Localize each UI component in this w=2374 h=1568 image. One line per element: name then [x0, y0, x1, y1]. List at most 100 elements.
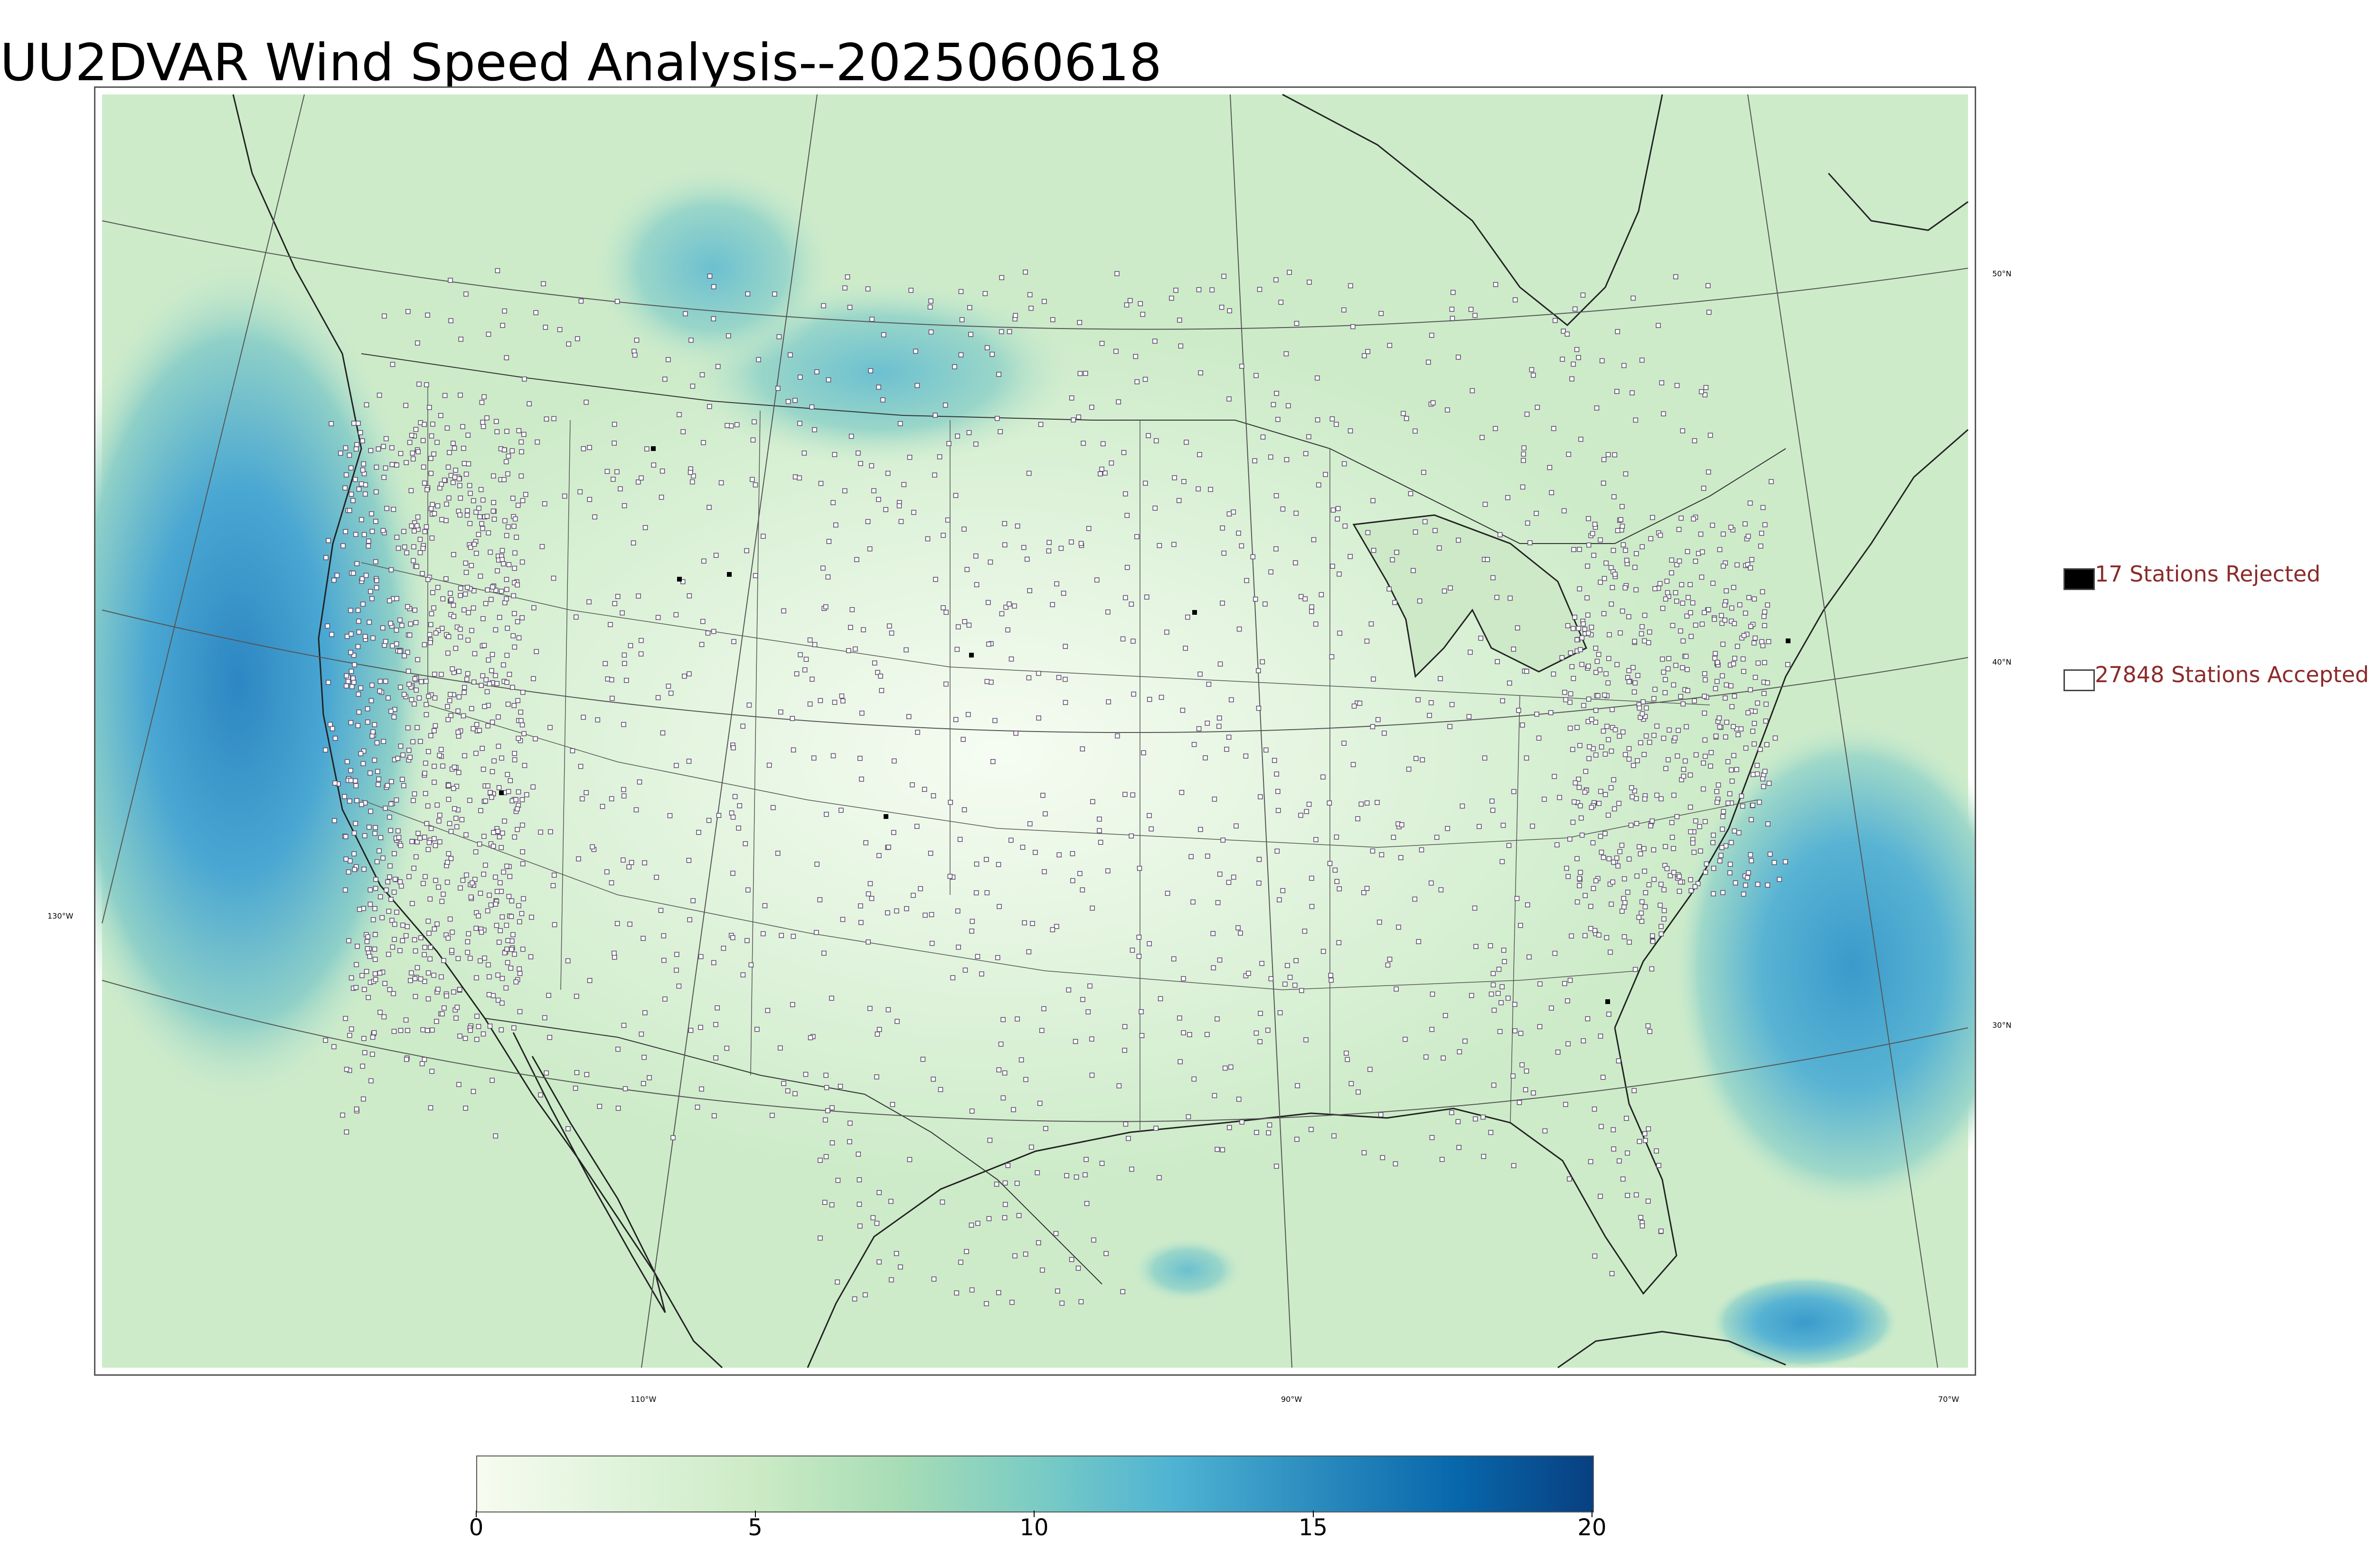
station-marker — [410, 456, 416, 462]
station-marker — [1130, 948, 1135, 953]
station-marker — [865, 519, 871, 525]
station-marker — [451, 614, 456, 619]
station-marker — [867, 1005, 873, 1011]
station-marker — [486, 992, 492, 997]
station-marker — [1036, 671, 1041, 676]
station-marker — [1738, 726, 1744, 732]
station-marker — [969, 929, 974, 934]
station-marker — [1529, 367, 1535, 373]
station-marker — [415, 523, 420, 528]
station-marker — [1462, 1038, 1468, 1044]
station-marker — [927, 304, 933, 310]
station-marker — [1639, 711, 1645, 716]
station-marker — [1663, 844, 1668, 849]
station-marker — [715, 364, 721, 369]
station-marker — [396, 545, 401, 551]
station-marker — [641, 1054, 647, 1060]
station-marker — [1482, 502, 1488, 507]
station-marker — [1686, 595, 1691, 600]
station-marker — [1234, 823, 1239, 829]
station-marker — [975, 954, 980, 959]
station-marker — [1026, 949, 1032, 955]
station-marker — [1478, 636, 1484, 641]
station-marker — [1577, 883, 1582, 889]
station-marker — [516, 635, 522, 640]
station-marker — [362, 1050, 367, 1055]
station-marker — [353, 446, 359, 452]
station-marker — [377, 393, 382, 398]
station-marker — [457, 1033, 462, 1039]
station-marker — [1626, 614, 1631, 620]
station-marker — [1090, 905, 1095, 911]
station-marker — [1641, 752, 1647, 757]
station-marker — [1449, 702, 1455, 707]
station-marker — [486, 331, 491, 337]
station-marker — [1555, 1049, 1561, 1055]
station-marker — [406, 874, 412, 879]
station-marker — [1639, 1223, 1645, 1229]
station-marker — [1002, 521, 1008, 526]
station-marker — [400, 938, 405, 943]
station-marker — [642, 1010, 648, 1015]
station-marker — [323, 747, 328, 753]
station-marker — [1586, 696, 1592, 702]
station-marker — [402, 653, 407, 658]
station-marker — [387, 874, 392, 880]
station-marker — [368, 589, 373, 594]
station-marker — [504, 596, 509, 601]
station-marker — [1496, 967, 1502, 972]
station-marker — [1187, 1032, 1192, 1037]
station-marker — [897, 421, 903, 426]
station-marker — [1008, 656, 1014, 662]
station-marker — [1567, 977, 1573, 983]
station-marker — [1620, 524, 1625, 529]
station-marker — [701, 440, 706, 445]
station-marker — [1605, 452, 1611, 457]
station-marker — [1306, 434, 1311, 440]
station-marker — [1684, 613, 1690, 619]
station-marker — [420, 571, 425, 576]
station-marker — [1130, 638, 1136, 644]
station-marker — [1070, 851, 1075, 856]
station-marker — [348, 720, 354, 725]
station-marker — [1280, 888, 1286, 893]
station-marker — [1741, 669, 1746, 674]
station-marker — [443, 518, 449, 523]
station-marker — [476, 506, 481, 511]
station-marker — [833, 522, 838, 528]
station-marker — [639, 638, 644, 643]
station-marker — [1337, 886, 1342, 892]
station-marker — [1169, 295, 1174, 301]
station-marker — [1765, 680, 1770, 685]
station-marker — [775, 851, 781, 856]
station-marker — [423, 791, 428, 796]
station-marker — [728, 423, 734, 429]
station-marker — [791, 747, 796, 753]
station-marker — [748, 962, 754, 967]
station-marker — [890, 1102, 895, 1107]
station-marker — [498, 928, 503, 933]
station-marker — [785, 399, 791, 404]
station-marker — [913, 348, 918, 354]
station-marker — [1565, 874, 1571, 879]
station-marker — [1235, 925, 1241, 930]
station-marker — [416, 381, 422, 387]
station-marker — [696, 830, 701, 835]
station-marker — [1429, 880, 1434, 886]
station-marker — [852, 1296, 857, 1302]
station-marker — [1596, 652, 1602, 657]
station-marker — [422, 952, 427, 958]
station-marker — [888, 1199, 894, 1204]
station-marker — [1534, 511, 1539, 516]
station-marker — [512, 834, 518, 840]
station-marker — [866, 939, 871, 945]
station-marker — [1002, 1215, 1008, 1221]
station-marker — [1708, 763, 1713, 769]
station-marker — [463, 471, 469, 477]
station-marker — [982, 291, 988, 296]
station-marker — [1026, 470, 1032, 476]
station-marker — [1176, 498, 1182, 503]
station-marker — [1767, 851, 1773, 857]
station-marker — [439, 672, 444, 677]
station-marker — [838, 1084, 843, 1089]
